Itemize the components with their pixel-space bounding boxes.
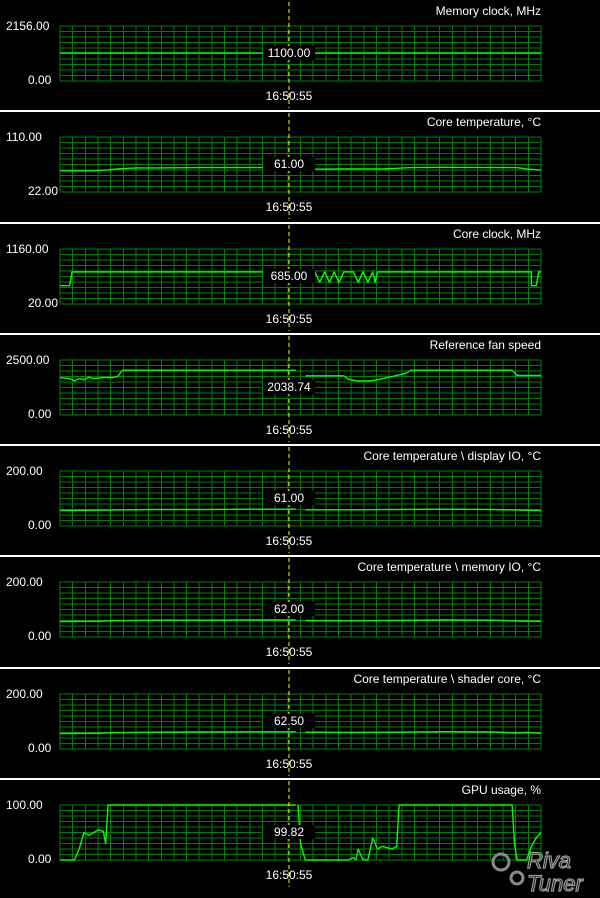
panel-title: GPU usage, % bbox=[462, 783, 542, 797]
y-axis-max-label: 110.00 bbox=[6, 130, 42, 144]
graph-panel-8: GPU usage, % 100.00 0.00 99.82 16:50:55 bbox=[0, 778, 600, 887]
panel-title: Core clock, MHz bbox=[453, 227, 541, 241]
cursor-value: 99.82 bbox=[274, 825, 304, 839]
y-axis-min-label: 0.00 bbox=[28, 73, 52, 87]
panel-title: Memory clock, MHz bbox=[436, 4, 541, 18]
panel-grid bbox=[59, 248, 542, 305]
data-trace bbox=[59, 731, 542, 735]
y-axis-max-label: 200.00 bbox=[6, 687, 43, 701]
cursor-value: 61.00 bbox=[274, 157, 304, 171]
panel-title: Reference fan speed bbox=[430, 338, 541, 352]
graph-panel-5: Core temperature \ display IO, °C 200.00 0… bbox=[0, 444, 600, 553]
cursor-value: 62.50 bbox=[274, 714, 304, 728]
y-axis-min-label: 0.00 bbox=[28, 629, 52, 643]
data-trace bbox=[59, 369, 541, 382]
data-trace bbox=[59, 508, 542, 512]
y-axis-min-label: 0.00 bbox=[28, 407, 52, 421]
cursor-value-background bbox=[263, 825, 315, 839]
data-trace bbox=[59, 619, 542, 623]
data-trace bbox=[60, 271, 541, 287]
cursor-value: 2038.74 bbox=[267, 380, 311, 394]
panel-title: Core temperature \ memory IO, °C bbox=[357, 560, 541, 574]
panel-title: Core temperature, °C bbox=[427, 115, 542, 129]
cursor-value-background bbox=[263, 46, 315, 60]
cursor-timestamp: 16:50:55 bbox=[266, 534, 313, 548]
cursor-timestamp: 16:50:55 bbox=[266, 645, 313, 659]
y-axis-max-label: 2500.00 bbox=[6, 353, 50, 367]
y-axis-min-label: 20.00 bbox=[28, 296, 58, 310]
y-axis-min-label: 0.00 bbox=[28, 741, 52, 755]
graph-panel-2: Core temperature, °C 110.00 22.00 61.00 16:5… bbox=[0, 110, 600, 219]
y-axis-min-label: 22.00 bbox=[28, 184, 58, 198]
cursor-timestamp: 16:50:55 bbox=[266, 312, 313, 326]
graph-panel-4: Reference fan speed 2500.00 0.00 2038.74 16:… bbox=[0, 333, 600, 442]
cursor-value: 61.00 bbox=[274, 491, 304, 505]
y-axis-max-label: 1160.00 bbox=[6, 242, 49, 256]
cursor-timestamp: 16:50:55 bbox=[266, 757, 313, 771]
logo-text-tuner: Tuner bbox=[527, 871, 585, 896]
y-axis-min-label: 0.00 bbox=[28, 518, 52, 532]
panel-grid bbox=[59, 693, 542, 750]
panel-title: Core temperature \ shader core, °C bbox=[353, 672, 541, 686]
y-axis-max-label: 200.00 bbox=[6, 464, 43, 478]
panel-grid bbox=[59, 470, 542, 527]
cursor-value-background bbox=[263, 380, 315, 394]
graph-panel-6: Core temperature \ memory IO, °C 200.00 0.… bbox=[0, 555, 600, 664]
cursor-value-background bbox=[263, 602, 315, 616]
cursor-timestamp: 16:50:55 bbox=[266, 423, 313, 437]
cursor-value: 62.00 bbox=[274, 602, 304, 616]
y-axis-max-label: 2156.00 bbox=[6, 19, 50, 33]
y-axis-max-label: 200.00 bbox=[6, 575, 43, 589]
panel-grid bbox=[59, 136, 542, 193]
cursor-value-background bbox=[263, 491, 315, 505]
graph-panel-1: Memory clock, MHz 2156.00 0.00 1100.00 16:50… bbox=[6, 2, 542, 108]
rivatuner-logo: Riva Tuner bbox=[491, 847, 585, 897]
cursor-value-background bbox=[263, 714, 315, 728]
gear-icon bbox=[491, 852, 525, 886]
cursor-value-background bbox=[263, 269, 315, 283]
graph-panel-7: Core temperature \ shader core, °C 200.00… bbox=[0, 667, 600, 776]
cursor-value: 1100.00 bbox=[268, 46, 311, 60]
panel-title: Core temperature \ display IO, °C bbox=[363, 449, 541, 463]
cursor-timestamp: 16:50:55 bbox=[266, 89, 313, 103]
logo-text-riva: Riva bbox=[527, 848, 571, 873]
data-trace bbox=[60, 804, 542, 861]
cursor-value-background bbox=[263, 157, 315, 171]
graph-panel-3: Core clock, MHz 1160.00 20.00 685.00 16:50:5… bbox=[0, 222, 600, 331]
cursor-timestamp: 16:50:55 bbox=[266, 200, 313, 214]
cursor-value: 685.00 bbox=[271, 269, 308, 283]
cursor-timestamp: 16:50:55 bbox=[266, 868, 313, 882]
y-axis-min-label: 0.00 bbox=[28, 852, 52, 866]
y-axis-max-label: 100.00 bbox=[6, 798, 43, 812]
panel-grid bbox=[59, 581, 542, 638]
